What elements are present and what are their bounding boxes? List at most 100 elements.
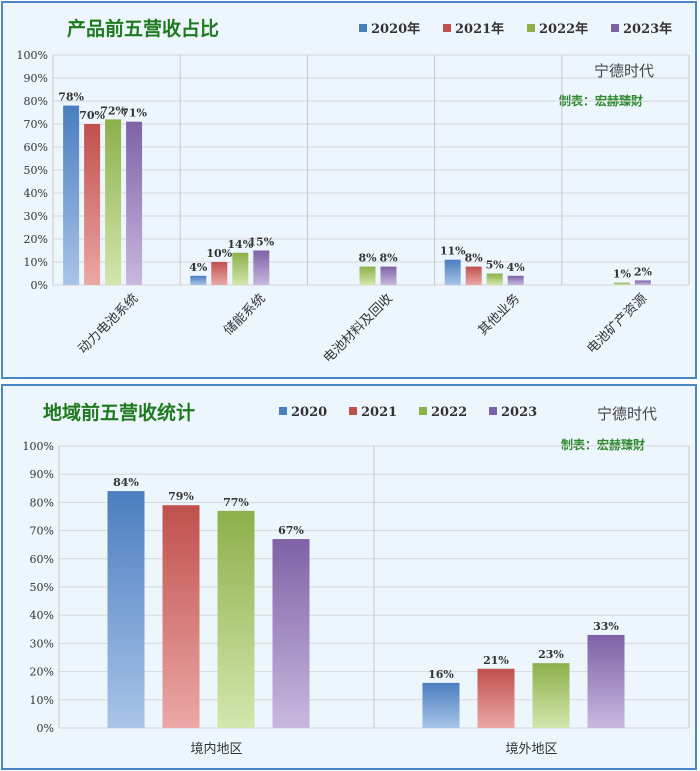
y-tick-label: 0% xyxy=(31,279,48,292)
bar-2021年-储能系统 xyxy=(211,262,228,285)
bar-2022年-电池矿产资源 xyxy=(613,282,630,285)
category-label: 境内地区 xyxy=(190,741,242,757)
data-label: 16% xyxy=(428,668,454,681)
legend-label: 2020 xyxy=(291,405,327,420)
bar-2020年-其他业务 xyxy=(444,259,461,285)
y-tick-label: 10% xyxy=(24,256,48,269)
chart-title: 产品前五营收占比 xyxy=(67,17,219,40)
data-label: 1% xyxy=(613,268,632,281)
bar-2020-境内地区 xyxy=(107,491,145,728)
bar-2023-境内地区 xyxy=(272,539,310,728)
y-tick-label: 70% xyxy=(30,525,54,538)
data-label: 72% xyxy=(100,104,126,117)
category-label: 其他业务 xyxy=(475,291,523,339)
y-tick-label: 60% xyxy=(30,553,54,566)
data-label: 15% xyxy=(248,236,274,249)
y-tick-label: 70% xyxy=(24,118,48,131)
legend-swatch xyxy=(279,407,287,415)
bar-2023年-其他业务 xyxy=(507,275,524,285)
legend-label: 2023 xyxy=(501,405,537,420)
bar-2020年-储能系统 xyxy=(190,275,207,285)
data-label: 10% xyxy=(206,247,232,260)
chart-title: 地域前五营收统计 xyxy=(43,401,195,424)
bar-2022年-储能系统 xyxy=(232,252,249,285)
category-label: 电池矿产资源 xyxy=(584,291,650,357)
y-tick-label: 0% xyxy=(37,722,54,735)
y-tick-label: 30% xyxy=(30,637,54,650)
bar-2021-境外地区 xyxy=(477,668,515,728)
legend-label: 2022年 xyxy=(539,21,588,37)
data-label: 21% xyxy=(483,654,509,667)
bar-2023年-动力电池系统 xyxy=(126,121,143,285)
legend-swatch xyxy=(349,407,357,415)
y-tick-label: 80% xyxy=(30,496,54,509)
bar-2022年-动力电池系统 xyxy=(105,119,122,286)
y-tick-label: 20% xyxy=(30,666,54,679)
legend-label: 2021年 xyxy=(455,21,504,37)
bar-2022年-其他业务 xyxy=(486,273,503,285)
data-label: 77% xyxy=(223,496,249,509)
y-tick-label: 100% xyxy=(23,440,54,453)
data-label: 11% xyxy=(440,245,466,258)
legend-swatch xyxy=(489,407,497,415)
legend-swatch xyxy=(359,24,367,32)
bar-2022-境内地区 xyxy=(217,510,255,728)
y-tick-label: 100% xyxy=(17,49,48,62)
data-label: 8% xyxy=(379,252,398,265)
legend-swatch xyxy=(611,24,619,32)
y-tick-label: 30% xyxy=(24,210,48,223)
region-revenue-chart: 地域前五营收统计 宁德时代 制表：宏赫臻财 0% 10% 20% 30% 40% 50% 6… xyxy=(23,401,690,757)
legend-label: 2023年 xyxy=(623,21,672,37)
legend-label: 2020年 xyxy=(371,21,420,37)
bar-2020年-动力电池系统 xyxy=(63,105,80,285)
y-tick-label: 50% xyxy=(24,164,48,177)
brand-label: 宁德时代 xyxy=(594,62,654,80)
data-label: 4% xyxy=(507,261,526,274)
legend-label: 2021 xyxy=(361,405,397,420)
maker-label: 制表：宏赫臻财 xyxy=(561,437,645,452)
legend-swatch xyxy=(527,24,535,32)
category-label: 电池材料及回收 xyxy=(321,291,396,366)
legend-swatch xyxy=(419,407,427,415)
data-label: 71% xyxy=(121,107,147,120)
bar-2022-境外地区 xyxy=(532,663,570,728)
data-label: 33% xyxy=(593,620,619,633)
data-label: 79% xyxy=(168,490,194,503)
data-label: 23% xyxy=(538,648,564,661)
data-label: 84% xyxy=(113,476,139,489)
bar-2023年-电池矿产资源 xyxy=(634,280,651,285)
bar-2023年-储能系统 xyxy=(253,250,270,285)
bar-2021年-动力电池系统 xyxy=(84,124,101,285)
category-label: 境外地区 xyxy=(505,742,557,757)
legend-swatch xyxy=(443,24,451,32)
y-tick-label: 90% xyxy=(24,72,48,85)
data-label: 78% xyxy=(58,91,84,104)
product-revenue-chart: 产品前五营收占比 宁德时代 制表：宏赫臻财 0%10%20%30%40%50%6… xyxy=(17,17,690,366)
y-tick-label: 20% xyxy=(24,233,48,246)
product-revenue-chart-panel: 产品前五营收占比 宁德时代 制表：宏赫臻财 0% 10% 20% 30% 40% 50% 6… xyxy=(1,1,697,379)
bar-2022年-电池材料及回收 xyxy=(359,266,376,285)
y-tick-label: 50% xyxy=(30,581,54,594)
y-tick-label: 60% xyxy=(24,141,48,154)
brand-label: 宁德时代 xyxy=(597,405,657,423)
data-label: 4% xyxy=(189,261,208,274)
bar-2021年-其他业务 xyxy=(465,266,482,285)
bar-2021-境内地区 xyxy=(162,505,200,728)
category-label: 储能系统 xyxy=(221,291,268,338)
data-label: 2% xyxy=(634,265,653,278)
bar-2023年-电池材料及回收 xyxy=(380,266,397,285)
bar-2023-境外地区 xyxy=(587,634,625,728)
data-label: 8% xyxy=(465,252,484,265)
region-revenue-chart-panel: 地域前五营收统计 宁德时代 制表：宏赫臻财 0% 10% 20% 30% 40% 50% 6… xyxy=(1,384,697,770)
y-tick-label: 80% xyxy=(24,95,48,108)
category-label: 动力电池系统 xyxy=(76,291,142,357)
data-label: 67% xyxy=(278,524,304,537)
bar-2020-境外地区 xyxy=(422,682,460,728)
data-label: 5% xyxy=(486,259,505,272)
y-tick-label: 90% xyxy=(30,468,54,481)
data-label: 8% xyxy=(358,252,377,265)
y-tick-label: 40% xyxy=(30,609,54,622)
legend-label: 2022 xyxy=(431,405,467,420)
data-label: 14% xyxy=(227,238,253,251)
y-tick-label: 10% xyxy=(30,694,54,707)
